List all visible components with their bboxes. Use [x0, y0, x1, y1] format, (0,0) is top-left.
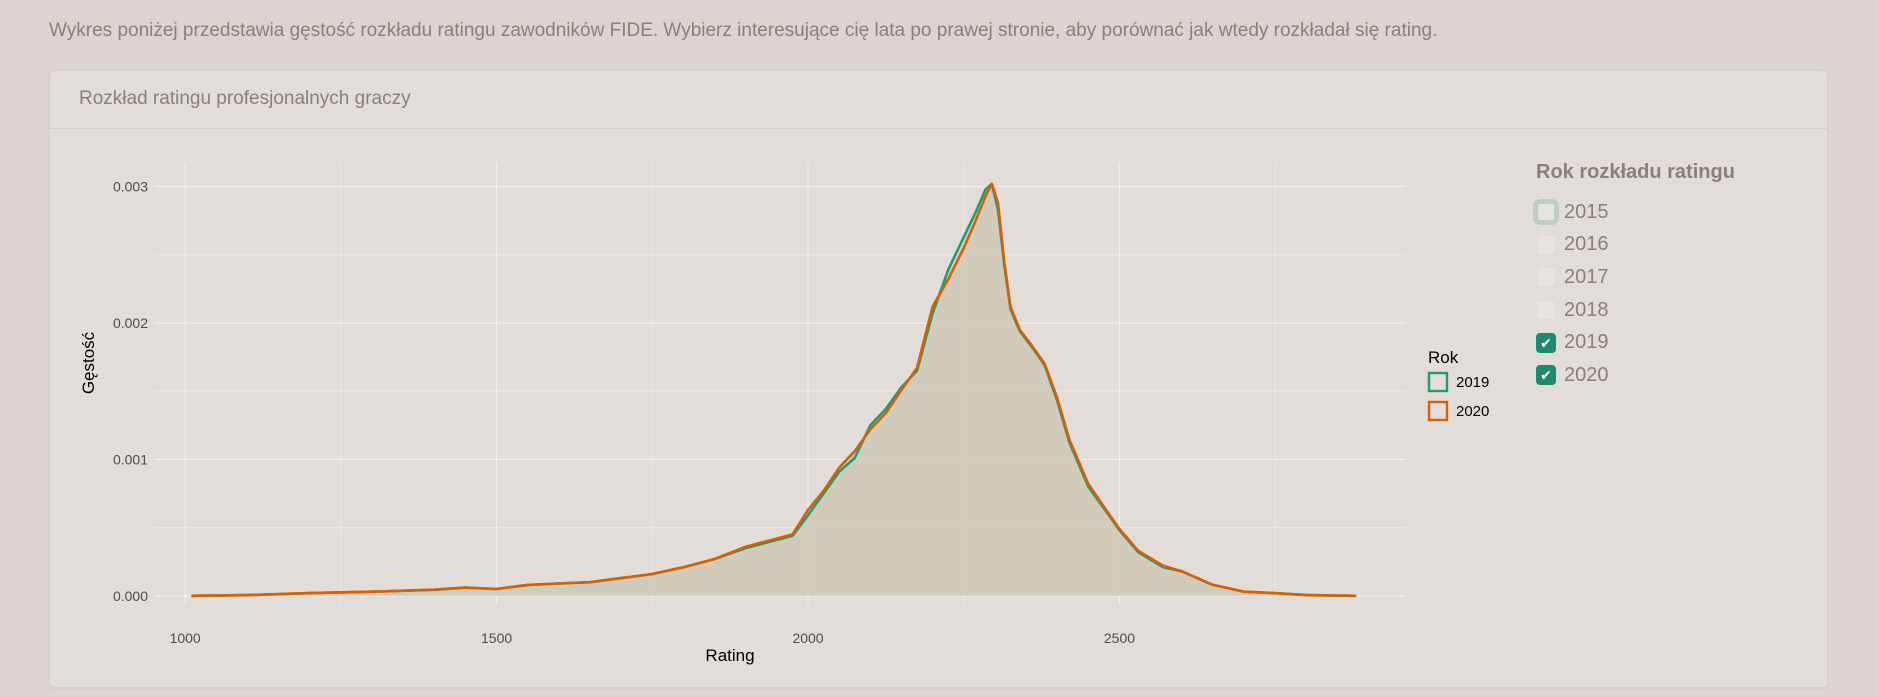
density-line-2019 [191, 182, 1357, 598]
year-option-2019[interactable]: ✔ 2019 [1536, 326, 1806, 359]
intro-text: Wykres poniżej przedstawia gęstość rozkł… [49, 20, 1438, 41]
year-option-label: 2016 [1564, 233, 1609, 256]
legend-label-2019: 2019 [1456, 374, 1489, 391]
year-option-2017[interactable]: 2017 [1536, 261, 1806, 294]
area-layer [191, 183, 1357, 596]
year-checkbox-2019[interactable]: ✔ [1536, 332, 1556, 353]
axis-layer: 1000 1500 2000 2500 0.000 0.001 0.002 0.003 Rati… [79, 179, 1135, 665]
year-checkbox-2016[interactable] [1536, 234, 1556, 255]
chart-card: Rozkład ratingu profesjonalnych graczy 1… [49, 70, 1828, 688]
year-checkbox-2020[interactable]: ✔ [1536, 365, 1556, 386]
y-tick-label: 0.000 [113, 588, 148, 604]
density-plot: 1000 1500 2000 2500 0.000 0.001 0.002 0.003 Rati… [50, 129, 1500, 689]
y-tick-label: 0.001 [113, 451, 148, 467]
chart-legend: Rok 2019 2020 [1427, 348, 1489, 422]
year-selector-title: Rok rozkładu ratingu [1536, 161, 1735, 183]
density-area-2019 [191, 183, 1357, 596]
year-checkbox-2018[interactable] [1536, 300, 1556, 321]
x-tick-label: 1000 [170, 630, 201, 646]
year-option-2018[interactable]: 2018 [1536, 294, 1806, 327]
year-option-label: 2015 [1564, 200, 1609, 223]
y-tick-label: 0.003 [113, 179, 148, 195]
x-tick-label: 2000 [792, 630, 823, 646]
year-option-label: 2020 [1564, 363, 1609, 386]
x-tick-label: 1500 [481, 630, 512, 646]
year-option-2016[interactable]: 2016 [1536, 229, 1806, 262]
legend-key-2019 [1427, 371, 1449, 393]
year-checkbox-2015[interactable] [1536, 202, 1556, 223]
line-layer [191, 182, 1357, 598]
year-option-2020[interactable]: ✔ 2020 [1536, 359, 1806, 392]
density-chart-svg: 1000 1500 2000 2500 0.000 0.001 0.002 0.003 Rati… [79, 162, 1489, 665]
year-option-label: 2019 [1564, 331, 1609, 354]
y-tick-label: 0.002 [113, 315, 148, 331]
legend-key-2020 [1427, 400, 1449, 422]
year-option-label: 2017 [1564, 265, 1609, 288]
density-area-2020 [191, 183, 1357, 596]
card-title: Rozkład ratingu profesjonalnych graczy [50, 71, 1827, 129]
legend-label-2020: 2020 [1456, 403, 1489, 420]
year-checkbox-2017[interactable] [1536, 267, 1556, 288]
year-option-2015[interactable]: 2015 [1536, 196, 1806, 229]
year-selector: Rok rozkładu ratingu 2015 2016 2017 2018 ✔ 20… [1536, 161, 1806, 392]
density-line-2020 [191, 182, 1357, 598]
y-axis-label: Gęstość [79, 331, 98, 394]
year-option-label: 2018 [1564, 298, 1609, 321]
legend-title: Rok [1428, 348, 1459, 367]
x-tick-label: 2500 [1104, 630, 1135, 646]
x-axis-label: Rating [705, 646, 754, 665]
